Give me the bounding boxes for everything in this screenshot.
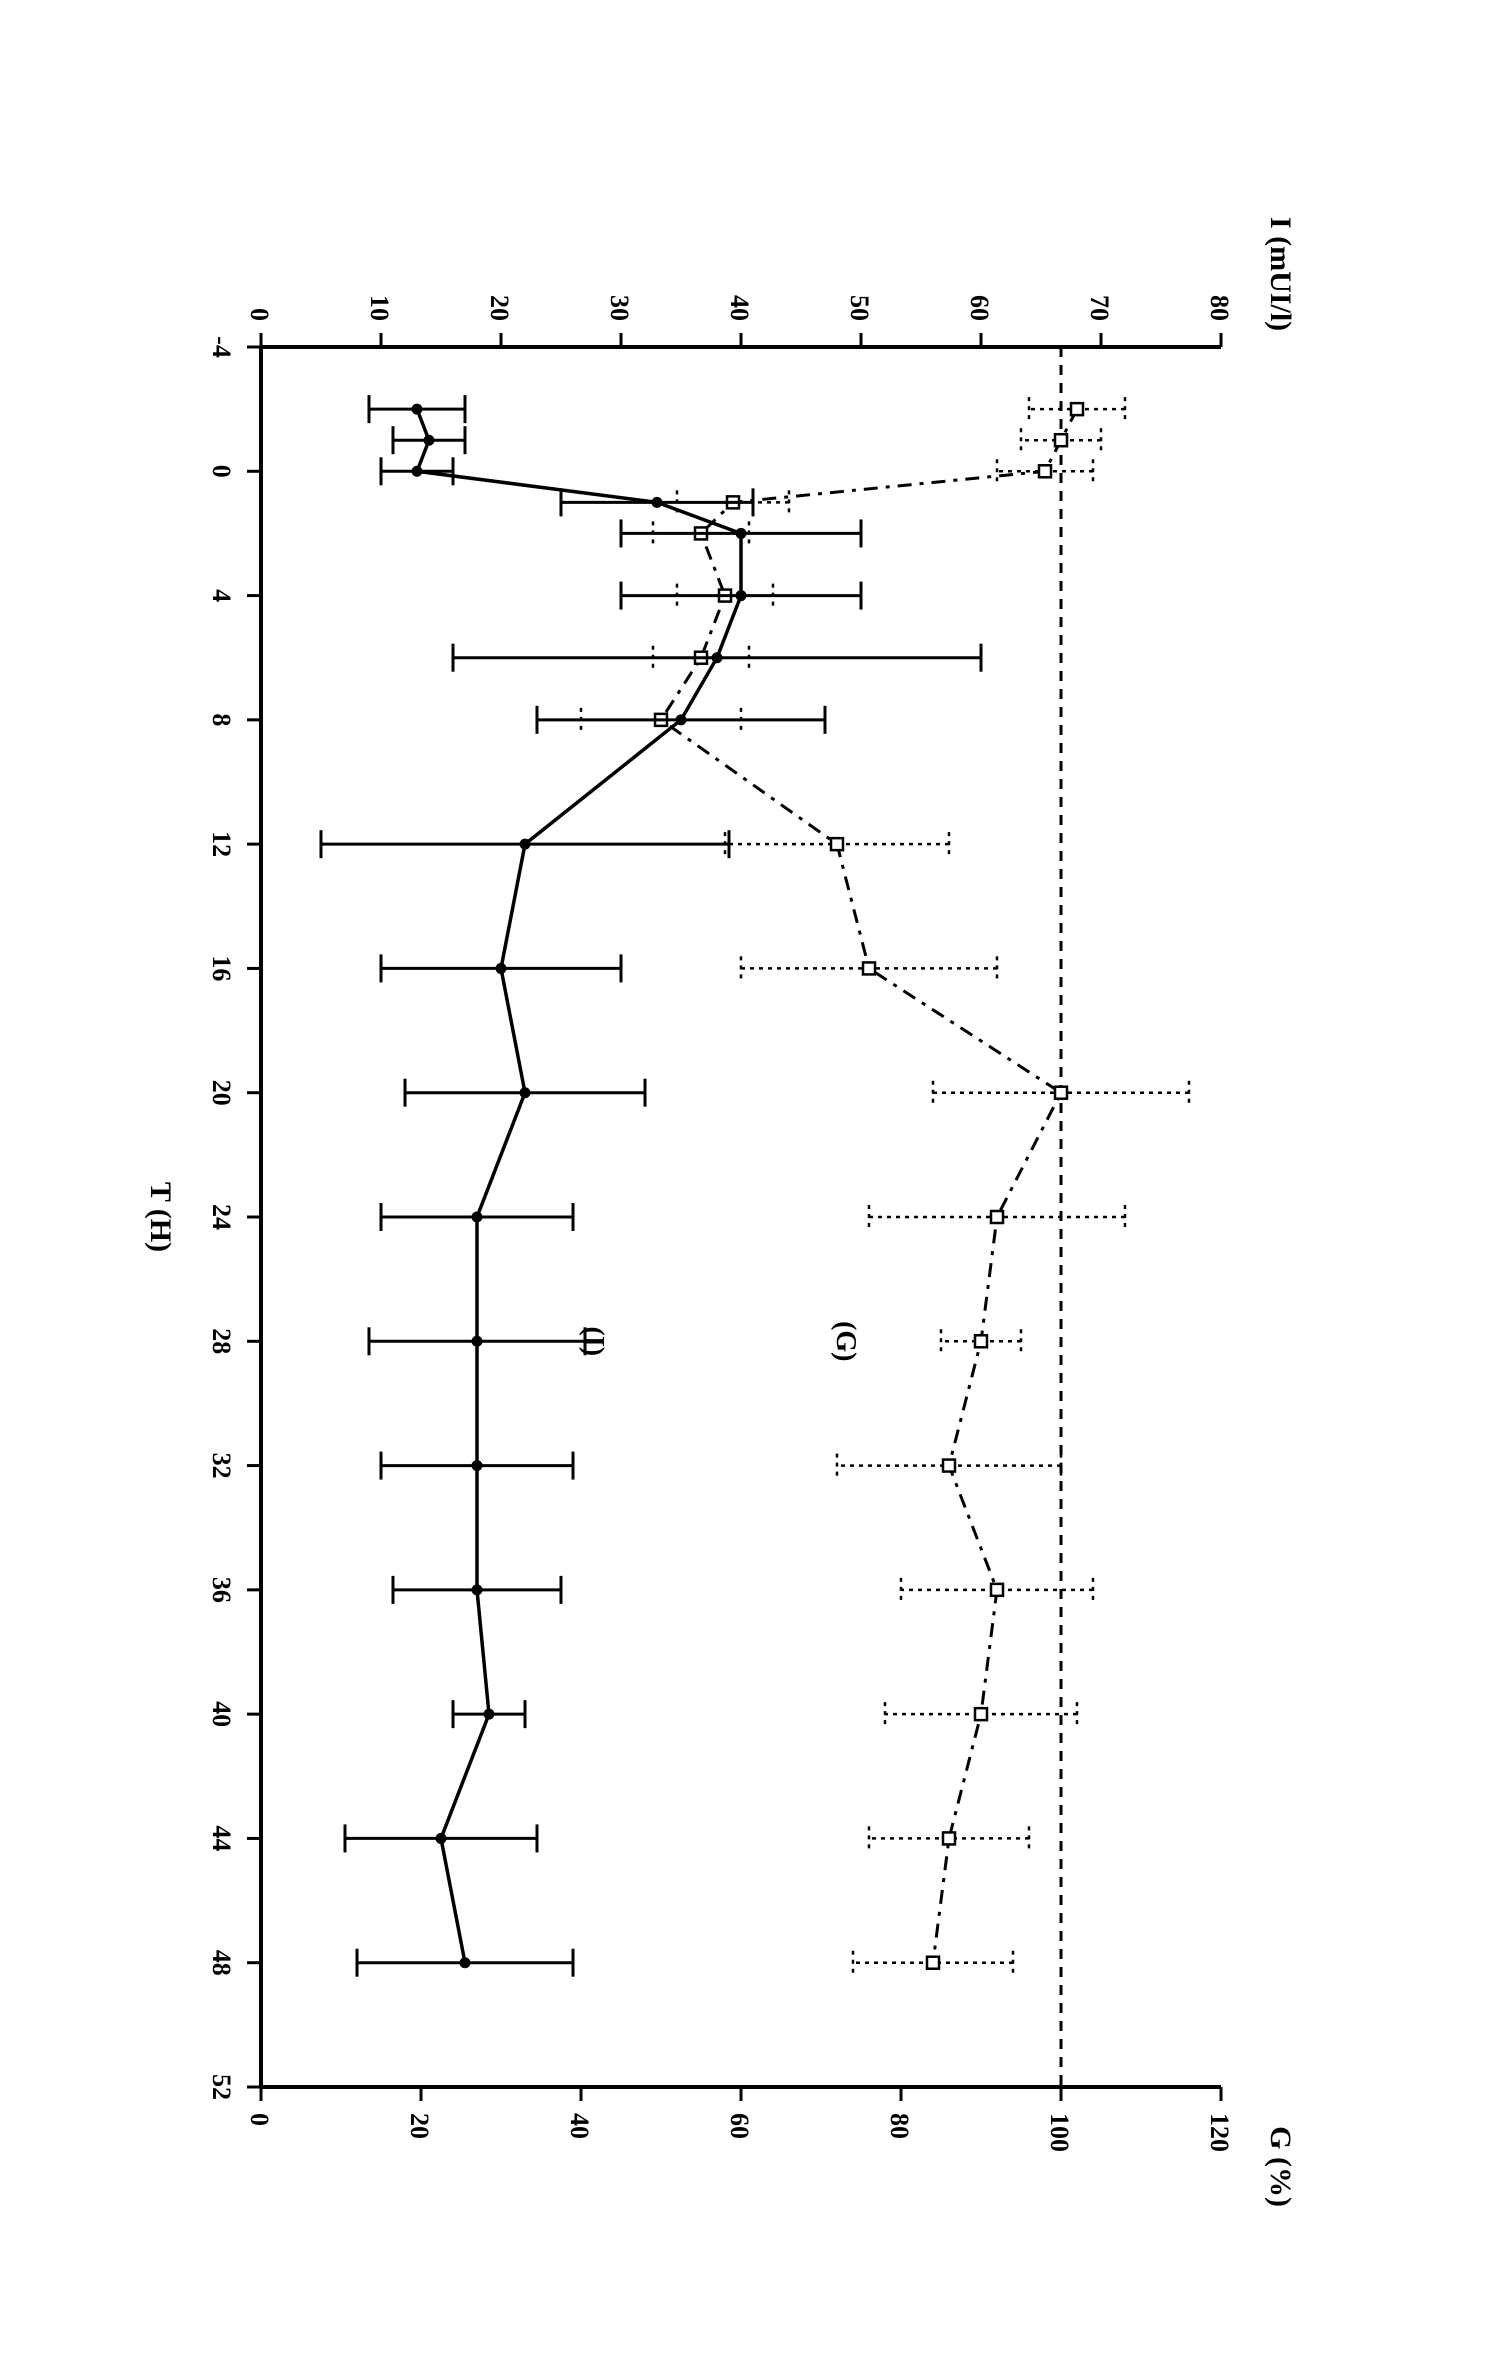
svg-text:32: 32 <box>207 1453 236 1479</box>
svg-text:0: 0 <box>207 465 236 478</box>
svg-text:16: 16 <box>207 955 236 981</box>
svg-text:4: 4 <box>207 589 236 602</box>
svg-text:(G): (G) <box>830 1321 861 1361</box>
svg-text:70: 70 <box>1085 295 1114 321</box>
svg-text:12: 12 <box>207 831 236 857</box>
svg-text:10: 10 <box>365 295 394 321</box>
svg-text:44: 44 <box>207 1825 236 1851</box>
svg-text:G (%): G (%) <box>1264 2126 1297 2207</box>
svg-text:80: 80 <box>1205 295 1234 321</box>
svg-text:T (H): T (H) <box>144 1182 177 1252</box>
svg-text:20: 20 <box>207 1080 236 1106</box>
svg-text:24: 24 <box>207 1204 236 1230</box>
svg-text:-4: -4 <box>207 336 236 358</box>
svg-text:0: 0 <box>245 2113 274 2126</box>
svg-text:40: 40 <box>725 295 754 321</box>
svg-text:28: 28 <box>207 1328 236 1354</box>
svg-text:0: 0 <box>245 308 274 321</box>
svg-text:48: 48 <box>207 1950 236 1976</box>
chart-rotated-wrapper: -404812162024283236404448520102030405060… <box>101 87 1401 2287</box>
svg-text:I (mUI/l): I (mUI/l) <box>1264 217 1297 331</box>
svg-text:8: 8 <box>207 713 236 726</box>
svg-text:60: 60 <box>725 2113 754 2139</box>
svg-text:36: 36 <box>207 1577 236 1603</box>
svg-text:(I): (I) <box>578 1327 609 1357</box>
svg-text:20: 20 <box>405 2113 434 2139</box>
svg-text:40: 40 <box>207 1701 236 1727</box>
svg-text:52: 52 <box>207 2074 236 2100</box>
svg-text:40: 40 <box>565 2113 594 2139</box>
svg-text:30: 30 <box>605 295 634 321</box>
svg-text:80: 80 <box>885 2113 914 2139</box>
svg-text:50: 50 <box>845 295 874 321</box>
svg-text:120: 120 <box>1205 2113 1234 2152</box>
svg-text:100: 100 <box>1045 2113 1074 2152</box>
svg-text:60: 60 <box>965 295 994 321</box>
dual-axis-line-chart: -404812162024283236404448520102030405060… <box>101 87 1401 2287</box>
svg-text:20: 20 <box>485 295 514 321</box>
